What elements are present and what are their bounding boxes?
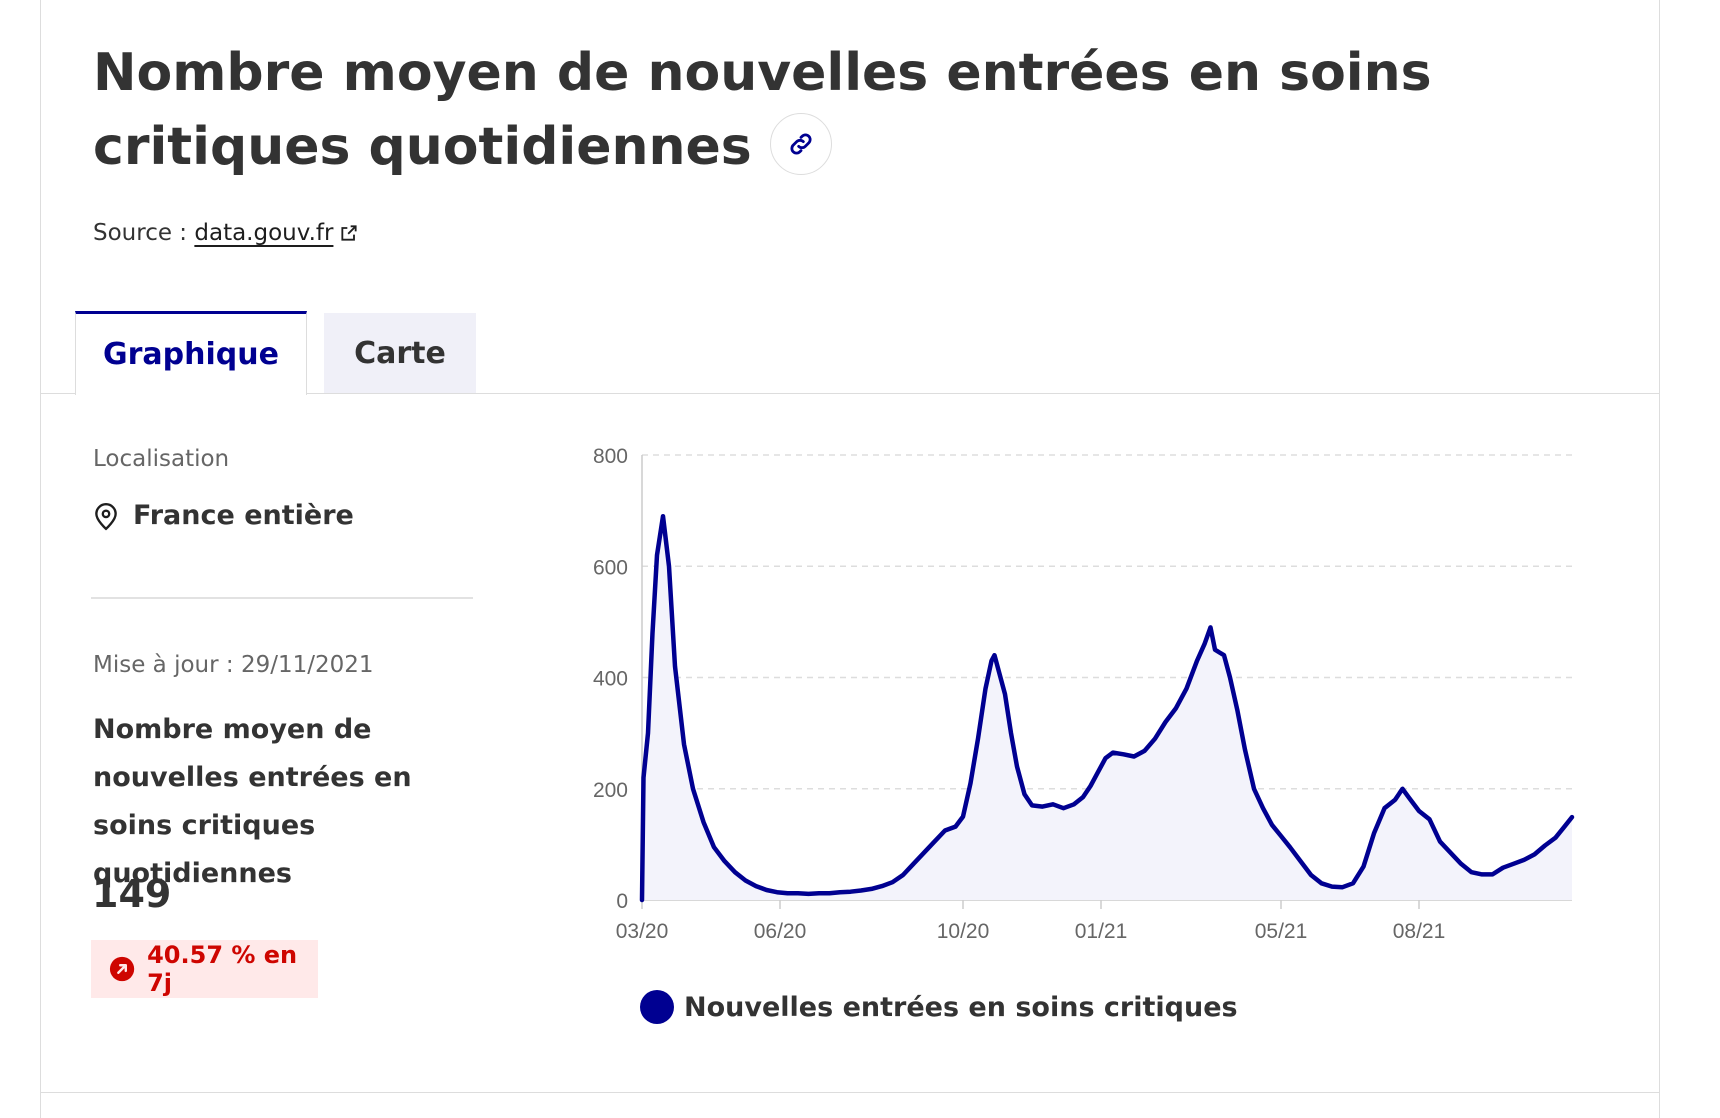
kpi-change-badge: 40.57 % en 7j xyxy=(91,940,318,998)
x-tick-label: 05/21 xyxy=(1255,920,1308,943)
x-tick-label: 01/21 xyxy=(1075,920,1128,943)
x-tick-label: 08/21 xyxy=(1393,920,1446,943)
arrow-up-right-circle-icon xyxy=(109,956,135,982)
kpi-change-text: 40.57 % en 7j xyxy=(147,941,298,997)
legend-series-marker xyxy=(640,990,674,1024)
page-title: Nombre moyen de nouvelles entrées en soi… xyxy=(93,43,1432,177)
x-tick-label: 06/20 xyxy=(754,920,807,943)
kpi-value: 149 xyxy=(92,872,172,916)
location-label: Localisation xyxy=(93,446,230,472)
tab-graphique[interactable]: Graphique xyxy=(75,311,307,395)
link-icon xyxy=(790,133,812,155)
external-link-icon xyxy=(341,225,358,241)
sidebar-divider xyxy=(91,597,473,599)
tab-carte[interactable]: Carte xyxy=(324,313,476,393)
card-bottom-border xyxy=(41,1092,1659,1093)
source-label: Source : xyxy=(93,220,188,246)
source-line: Source : data.gouv.fr xyxy=(93,220,359,246)
source-link[interactable]: data.gouv.fr xyxy=(194,220,359,246)
tab-divider xyxy=(41,393,1659,394)
chart-legend: Nouvelles entrées en soins critiques xyxy=(640,990,1238,1024)
x-tick-label: 10/20 xyxy=(937,920,990,943)
y-tick-label: 800 xyxy=(593,445,628,468)
update-date: Mise à jour : 29/11/2021 xyxy=(93,652,374,678)
location-selector[interactable]: France entière xyxy=(93,500,354,531)
line-chart: 0 200 400 600 800 03/20 06/20 10/20 01/21 05/21 08… xyxy=(593,445,1575,943)
x-tick-label: 03/20 xyxy=(616,920,669,943)
legend-series-label: Nouvelles entrées en soins critiques xyxy=(684,991,1238,1023)
y-tick-label: 0 xyxy=(616,890,628,913)
indicator-card xyxy=(40,0,1660,1118)
map-pin-icon xyxy=(95,502,117,530)
y-tick-label: 600 xyxy=(593,556,628,579)
y-tick-label: 400 xyxy=(593,668,628,691)
series-area-0 xyxy=(642,516,1572,900)
copy-link-button[interactable] xyxy=(769,113,832,175)
series-line-0 xyxy=(639,513,1575,903)
y-tick-label: 200 xyxy=(593,779,628,802)
kpi-title: Nombre moyen de nouvelles entrées en soi… xyxy=(93,714,412,889)
location-value: France entière xyxy=(133,500,354,531)
